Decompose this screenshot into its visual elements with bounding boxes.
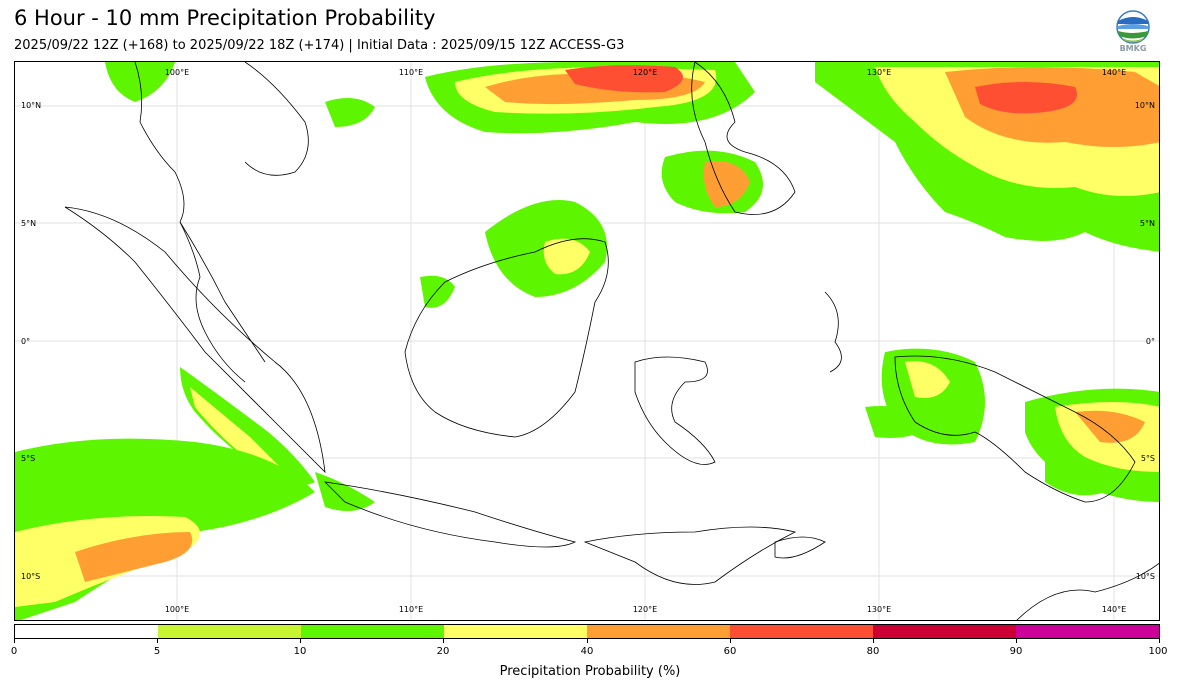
coast-philippines [691, 62, 796, 215]
precip-area-png-orange [1075, 410, 1145, 443]
logo-text: BMKG [1119, 44, 1147, 53]
lat-label: 5°N [1140, 219, 1155, 228]
colorbar-tick-label: 40 [580, 646, 594, 657]
lat-labels-left: 10°N 5°N 0° 5°S 10°S [21, 101, 41, 581]
coast-vietnam [244, 62, 309, 176]
coast-borneo [404, 238, 609, 438]
coast-nusa-tenggara [583, 526, 797, 585]
lat-label: 5°N [21, 219, 36, 228]
colorbar-tick [730, 639, 731, 643]
colorbar-tick-label: 0 [10, 646, 18, 657]
coast-sumatra [64, 206, 326, 474]
colorbar-segment [301, 625, 444, 638]
lon-label: 140°E [1102, 605, 1126, 614]
forecast-period-subtitle: 2025/09/22 12Z (+168) to 2025/09/22 18Z … [14, 38, 625, 53]
colorbar-title: Precipitation Probability (%) [499, 664, 681, 679]
lat-label: 10°N [21, 101, 41, 110]
precip-area-north-red [565, 65, 683, 93]
lon-labels-bottom: 100°E 110°E 120°E 130°E 140°E [165, 605, 1126, 614]
precip-area-sumatra-yellow [190, 387, 285, 473]
coast-timor [774, 536, 826, 559]
precip-area-gulf-green [325, 98, 375, 127]
lat-label: 10°N [1135, 101, 1155, 110]
coast-indochina [134, 62, 246, 383]
colorbar-segment [158, 625, 301, 638]
colorbar-tick-label: 80 [866, 646, 880, 657]
colorbar-segment [15, 625, 158, 638]
lon-label: 110°E [399, 605, 423, 614]
page-title: 6 Hour - 10 mm Precipitation Probability [14, 6, 436, 30]
lon-label: 100°E [165, 68, 189, 77]
coast-sulawesi [634, 356, 716, 465]
lon-labels-top: 100°E 110°E 120°E 130°E 140°E [165, 68, 1126, 77]
lon-label: 130°E [867, 605, 891, 614]
bmkg-logo-icon [1116, 10, 1150, 44]
coast-new-guinea [894, 355, 1136, 503]
precip-area-borneo-west-green [420, 275, 455, 308]
lat-label: 10°S [21, 572, 40, 581]
colorbar-tick [300, 639, 301, 643]
precip-area-java-green [315, 472, 375, 511]
precipitation-map: 100°E 110°E 120°E 130°E 140°E 100°E 110°… [14, 61, 1160, 621]
colorbar-tick-label: 100 [1148, 646, 1168, 657]
coast-malay-peninsula [179, 221, 266, 363]
precip-area-sw-orange [75, 532, 193, 582]
colorbar-tick [1016, 639, 1017, 643]
colorbar-tick-label: 20 [436, 646, 450, 657]
lon-label: 130°E [867, 68, 891, 77]
precip-area-mindanao-orange [703, 161, 750, 207]
colorbar [14, 624, 1160, 639]
precip-area-borneo-yellow [543, 238, 590, 275]
coast-java [323, 481, 577, 548]
lon-label: 140°E [1102, 68, 1126, 77]
coast-australia [1016, 562, 1159, 620]
precip-area-png-south-green [1045, 457, 1105, 496]
colorbar-tick [873, 639, 874, 643]
precip-area-maluku-yellow [905, 361, 950, 398]
lon-label: 120°E [633, 605, 657, 614]
lat-label: 5°S [21, 454, 35, 463]
precip-area-ne-red [975, 82, 1077, 114]
lat-label: 0° [21, 337, 30, 346]
colorbar-segment [730, 625, 873, 638]
colorbar-tick [443, 639, 444, 643]
lat-label: 0° [1146, 337, 1155, 346]
precip-area-sumatra-green [180, 367, 315, 486]
precip-area-banda-green [865, 406, 935, 438]
colorbar-tick [14, 639, 15, 643]
colorbar-tick-label: 60 [723, 646, 737, 657]
lat-labels-right: 10°N 5°N 0° 5°S 10°S [1135, 101, 1155, 581]
colorbar-tick [157, 639, 158, 643]
lat-label: 10°S [1136, 572, 1155, 581]
lon-label: 110°E [399, 68, 423, 77]
colorbar-tick-label: 90 [1009, 646, 1023, 657]
colorbar-tick [1159, 639, 1160, 643]
colorbar-tick [587, 639, 588, 643]
lon-label: 120°E [633, 68, 657, 77]
map-canvas: 100°E 110°E 120°E 130°E 140°E 100°E 110°… [15, 62, 1159, 620]
colorbar-segment [873, 625, 1016, 638]
colorbar-tick-label: 5 [153, 646, 161, 657]
colorbar-segment [444, 625, 587, 638]
precip-areas [15, 62, 1159, 620]
colorbar-segment [587, 625, 730, 638]
colorbar-tick-label: 10 [293, 646, 307, 657]
coast-halmahera [824, 291, 842, 373]
lat-label: 5°S [1141, 454, 1155, 463]
coastlines [64, 62, 1159, 620]
colorbar-segment [1016, 625, 1159, 638]
lon-label: 100°E [165, 605, 189, 614]
